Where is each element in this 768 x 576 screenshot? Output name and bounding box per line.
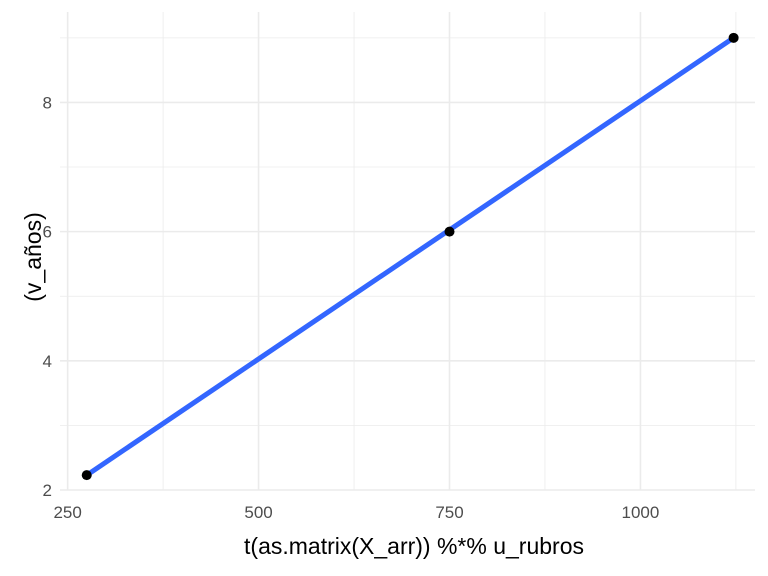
x-axis-title: t(as.matrix(X_arr)) %*% u_rubros [244, 533, 584, 559]
y-tick-label: 6 [43, 223, 52, 242]
x-tick-label: 500 [244, 503, 272, 522]
fit-line-layer [85, 35, 736, 478]
y-axis-title: (v_años) [20, 212, 46, 301]
data-point [81, 470, 92, 481]
data-point [728, 32, 739, 43]
points-layer [81, 32, 739, 481]
minor-gridlines [60, 12, 755, 490]
x-tick-label: 250 [53, 503, 81, 522]
y-axis-ticks: 2 4 6 8 [43, 93, 52, 500]
y-tick-label: 8 [43, 93, 52, 112]
y-tick-label: 4 [43, 352, 52, 371]
x-axis-ticks: 250 500 750 1000 [53, 503, 659, 522]
data-point [444, 226, 455, 237]
fit-line [85, 35, 736, 478]
x-tick-label: 750 [435, 503, 463, 522]
major-gridlines [60, 12, 755, 491]
y-tick-label: 2 [43, 481, 52, 500]
x-tick-label: 1000 [622, 503, 660, 522]
